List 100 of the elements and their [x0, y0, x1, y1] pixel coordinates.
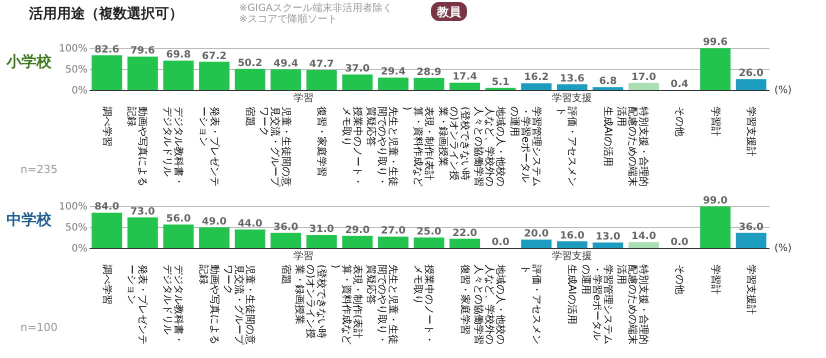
- y-tick-label: 50%: [65, 64, 88, 76]
- x-tick-label: 表現・制作(表計算・資料作成など): [401, 106, 435, 186]
- bar: [163, 60, 194, 90]
- data-label: 36.0: [274, 222, 298, 233]
- x-tick-label: 学習管理システム・学習eポータルの運用: [580, 264, 614, 344]
- bar: [378, 236, 408, 248]
- bar: [700, 48, 731, 90]
- data-label: 36.0: [738, 222, 764, 233]
- data-label: 84.0: [94, 202, 120, 213]
- bar: [127, 56, 158, 90]
- data-label: 25.0: [416, 226, 442, 238]
- x-tick-label: 先生と児童・生徒間でのやり取り・質疑応答: [365, 106, 400, 186]
- data-label: 16.2: [524, 72, 549, 84]
- data-label: 28.9: [416, 66, 442, 78]
- data-label: 99.6: [702, 37, 728, 48]
- data-label: 79.6: [130, 46, 156, 57]
- data-label: 16.0: [560, 230, 585, 242]
- bar: [234, 68, 266, 90]
- bar: [306, 70, 337, 90]
- bar: [378, 78, 408, 90]
- x-tick-label: 動画や写真による記録: [197, 264, 220, 344]
- data-label: 49.0: [202, 216, 227, 228]
- bar: [736, 232, 766, 248]
- x-tick-label: 調べ学習: [100, 264, 113, 304]
- x-tick-label: 学習支援計: [745, 264, 758, 314]
- x-tick-label: 特別支援・合理的配慮のための端末活用: [616, 264, 650, 344]
- x-tick-label: 評価・アセスメント: [555, 106, 578, 186]
- bar: [270, 232, 302, 248]
- y-tick-label: 100%: [58, 44, 88, 54]
- x-tick-label: 学習管理システム・学習eポータルの運用: [508, 106, 542, 186]
- x-tick-label: 特別支援・合理的配慮のための端末活用: [616, 106, 650, 186]
- bar: [127, 217, 158, 248]
- text: 学習: [294, 250, 314, 262]
- data-label: 17.0: [631, 72, 656, 83]
- x-tick-label: 児童・生徒間の意見交流・グループワーク: [222, 264, 256, 346]
- x-tick-label: 学習支援計: [745, 106, 758, 156]
- x-tick-label: 授業中のノート・メモ取り: [340, 106, 364, 186]
- y-tick-label: 0%: [72, 86, 88, 96]
- data-label: 69.8: [166, 50, 191, 61]
- bar: [592, 87, 624, 90]
- y-tick-label: 50%: [65, 222, 88, 234]
- bar: [628, 242, 659, 248]
- data-label: 17.4: [452, 72, 478, 83]
- x-tick-label: 学習計: [709, 106, 722, 136]
- x-tick-label: 地域の人・他校の人など、学校外の人々との協働学習: [472, 264, 507, 344]
- text: n=100: [20, 321, 58, 334]
- y-tick-label: 100%: [58, 202, 88, 212]
- bar: [414, 238, 444, 248]
- bar: [450, 82, 480, 90]
- bar: [592, 242, 624, 248]
- data-label: 56.0: [166, 213, 191, 224]
- data-label: 50.2: [238, 58, 262, 69]
- y-tick-label: 0%: [72, 244, 88, 254]
- bar: [342, 236, 373, 248]
- x-tick-label: 復習・家庭学習: [316, 106, 328, 176]
- data-label: 22.0: [452, 228, 478, 239]
- x-tick-label: 評価・アセスメント: [519, 264, 542, 344]
- y-axis-title: 中学校: [6, 212, 52, 228]
- data-label: 29.4: [380, 66, 406, 78]
- bar: [306, 234, 337, 248]
- text: 教員: [436, 5, 462, 19]
- data-label: 47.7: [309, 58, 334, 70]
- x-tick-label: デジタル教科書・デジタルドリル: [161, 264, 184, 344]
- data-label: 20.0: [524, 228, 549, 240]
- data-label: 29.0: [345, 224, 370, 236]
- data-label: 67.2: [202, 50, 227, 62]
- text: n=235: [20, 163, 58, 176]
- x-tick-label: 発表・プレゼンテーション: [126, 264, 149, 344]
- data-label: 26.0: [738, 68, 764, 80]
- bar: [628, 82, 659, 90]
- bar: [521, 240, 552, 248]
- text: 学習支援: [552, 92, 592, 104]
- x-tick-label: 調べ学習: [100, 106, 113, 146]
- data-label: 0.0: [670, 237, 688, 248]
- bar: [556, 84, 588, 90]
- data-label: 13.6: [560, 73, 585, 84]
- x-tick-label: 生成AIの活用: [566, 264, 578, 324]
- bar: [234, 230, 266, 248]
- data-label: 82.6: [94, 44, 120, 56]
- data-label: 73.0: [130, 206, 156, 218]
- x-tick-label: 発表・プレゼンテーション: [197, 106, 220, 186]
- x-tick-label: 宿題: [244, 106, 256, 126]
- x-tick-label: その他: [674, 264, 686, 294]
- x-tick-label: 学習計: [709, 264, 722, 294]
- data-label: 0.0: [492, 237, 510, 248]
- bar: [92, 212, 122, 248]
- data-label: 6.8: [599, 76, 617, 88]
- data-label: 0.4: [670, 78, 688, 90]
- data-label: 31.0: [309, 224, 334, 235]
- bar: [92, 55, 122, 90]
- x-tick-label: 地域の人・他校の人など、学校外の人々との協働学習: [472, 106, 507, 186]
- bar: [342, 74, 373, 90]
- bar: [199, 227, 230, 248]
- bar: [450, 238, 480, 248]
- bar: [700, 206, 731, 248]
- text: ※GIGAスクール端末非活用者除く: [239, 3, 393, 14]
- x-tick-label: 表現・制作(表計算・資料作成など): [329, 264, 364, 344]
- data-label: 99.0: [702, 195, 728, 206]
- x-tick-label: 授業中のノート・メモ取り: [412, 264, 435, 344]
- x-tick-label: 動画や写真による記録: [126, 106, 149, 186]
